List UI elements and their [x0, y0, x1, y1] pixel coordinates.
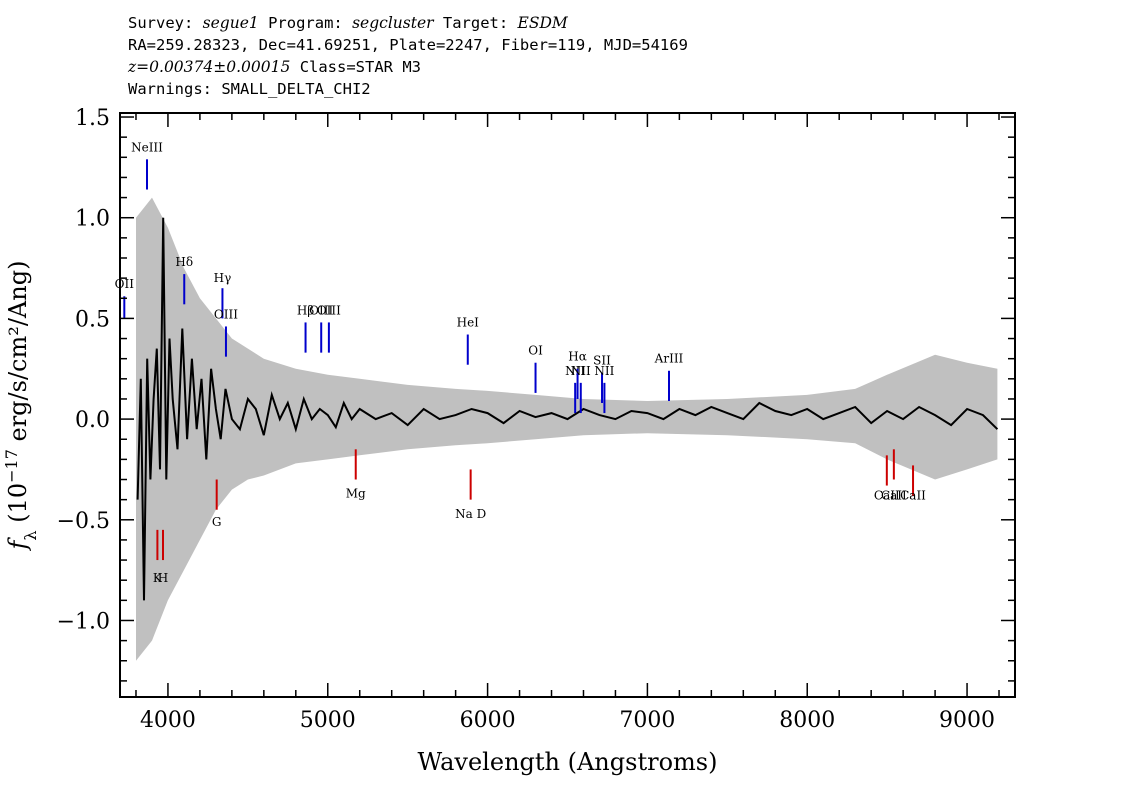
y-tick-label: −1.0	[57, 609, 110, 634]
line-label: OII	[115, 277, 135, 291]
header-line-redshift: z=0.00374±0.00015 Class=STAR M3	[128, 56, 688, 78]
line-label: H	[158, 571, 168, 585]
flux-line	[136, 217, 999, 601]
line-label: Mg	[346, 487, 366, 501]
line-label: OIII	[317, 303, 341, 317]
line-label: K	[153, 571, 163, 585]
line-label: NII	[571, 364, 591, 378]
line-label: OIII	[309, 303, 333, 317]
y-axis: −1.0 −0.5 0.0 0.5 1.0 1.5	[57, 106, 1015, 682]
y-tick-label: 0.0	[75, 408, 110, 433]
header-line-survey: Survey: segue1 Program: segcluster Targe…	[128, 12, 688, 34]
y-tick-label: 1.5	[75, 106, 110, 131]
x-tick-label: 8000	[779, 708, 835, 733]
line-label: Hδ	[175, 255, 193, 269]
x-tick-label: 5000	[300, 708, 356, 733]
y-tick-label: 1.0	[75, 207, 110, 232]
line-label: CaII	[900, 489, 926, 503]
x-axis: 4000 5000 6000 7000 8000 9000	[135, 113, 1000, 733]
class-value: Class=STAR M3	[299, 58, 422, 76]
line-label: NII	[594, 364, 614, 378]
line-label: NII	[565, 364, 585, 378]
line-label: SII	[593, 354, 611, 368]
redshift-value: z=0.00374±0.00015	[128, 58, 291, 76]
target-value: ESDM	[517, 14, 568, 32]
survey-value: segue1	[202, 14, 259, 32]
line-label: Hγ	[214, 271, 232, 285]
y-tick-label: −0.5	[57, 509, 110, 534]
line-label: OIII	[214, 307, 238, 321]
x-tick-label: 4000	[140, 708, 196, 733]
line-label: CaII	[881, 489, 907, 503]
spectrum-header: Survey: segue1 Program: segcluster Targe…	[128, 12, 688, 100]
line-label: CaII	[874, 489, 900, 503]
line-label: Hβ	[297, 303, 314, 317]
line-label: Hα	[568, 350, 587, 364]
target-label: Target:	[442, 14, 509, 32]
flux-series	[136, 217, 999, 601]
line-label: G	[212, 515, 222, 529]
error-band	[136, 197, 998, 661]
line-label: Na D	[455, 507, 486, 521]
program-label: Program:	[268, 14, 343, 32]
x-tick-label: 7000	[619, 708, 675, 733]
line-label: HeI	[457, 315, 480, 329]
y-axis-label: fλ (10−17 erg/s/cm²/Ang)	[2, 261, 40, 552]
x-axis-label: Wavelength (Angstroms)	[418, 748, 718, 776]
header-line-warnings: Warnings: SMALL_DELTA_CHI2	[128, 80, 371, 98]
header-line-coordinates: RA=259.28323, Dec=41.69251, Plate=2247, …	[128, 36, 688, 54]
plot-frame	[119, 112, 1016, 698]
x-tick-label: 9000	[939, 708, 995, 733]
y-tick-label: 0.5	[75, 307, 110, 332]
line-label: OI	[528, 344, 543, 358]
line-label: NeIII	[131, 140, 163, 154]
survey-label: Survey:	[128, 14, 194, 32]
line-label: ArIII	[654, 352, 684, 366]
x-tick-label: 6000	[460, 708, 516, 733]
program-value: segcluster	[352, 14, 434, 32]
error-band-area	[136, 197, 998, 661]
